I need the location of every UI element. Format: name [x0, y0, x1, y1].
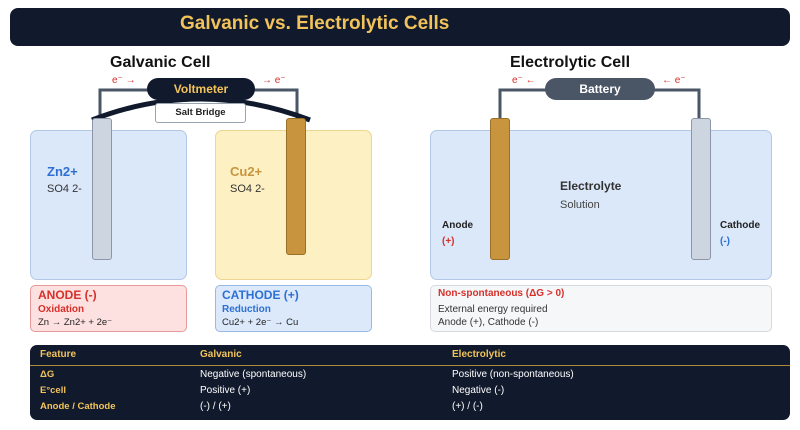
table-row-delta-g-label: ΔG — [40, 369, 55, 380]
electrolytic-info-line1: External energy required — [438, 304, 548, 315]
comparison-table — [30, 345, 790, 420]
electrolytic-info-line2: Anode (+), Cathode (-) — [438, 317, 539, 328]
voltmeter: Voltmeter — [147, 78, 255, 100]
electrolytic-electron-flow-right: ← e⁻ — [662, 75, 686, 86]
zinc-sulfate-label: SO4 2- — [47, 183, 82, 195]
electrolyte-beaker — [430, 130, 772, 280]
electrolytic-anode-electrode — [490, 118, 510, 260]
copper-electrode — [286, 118, 306, 255]
table-row-delta-g-galvanic: Negative (spontaneous) — [200, 369, 307, 380]
table-row-polarity-electrolytic: (+) / (-) — [452, 401, 483, 412]
table-row-polarity-label: Anode / Cathode — [40, 401, 116, 412]
electrolytic-anode-sign: (+) — [442, 236, 455, 247]
zinc-electrode — [92, 118, 112, 260]
cathode-title: CATHODE (+) — [222, 288, 299, 302]
table-header-galvanic: Galvanic — [200, 349, 242, 360]
electrolytic-anode-label: Anode — [442, 220, 474, 231]
electrolytic-cathode-electrode — [691, 118, 711, 260]
galvanic-electron-flow-right: → e⁻ — [262, 75, 286, 86]
electrolytic-right-wire — [652, 88, 701, 118]
salt-bridge-label: Salt Bridge — [155, 103, 246, 123]
page-title: Galvanic vs. Electrolytic Cells — [180, 13, 450, 34]
cathode-process: Reduction — [222, 304, 271, 315]
table-row-delta-g-electrolytic: Positive (non-spontaneous) — [452, 369, 574, 380]
galvanic-right-wire — [252, 88, 299, 118]
anode-reaction: Zn → Zn2+ + 2e⁻ — [38, 317, 113, 328]
table-row-polarity-galvanic: (-) / (+) — [200, 401, 231, 412]
electrolytic-heading: Electrolytic Cell — [510, 54, 631, 71]
copper-sulfate-label: SO4 2- — [230, 183, 265, 195]
electrolytic-cathode-label: Cathode — [720, 220, 760, 231]
table-row-ecell-label: E°cell — [40, 385, 66, 396]
galvanic-electron-flow-left: e⁻ → — [112, 75, 136, 86]
galvanic-heading: Galvanic Cell — [110, 54, 211, 71]
electrolytic-electron-flow-left: e⁻ ← — [512, 75, 536, 86]
table-header-divider — [30, 365, 790, 366]
anode-process: Oxidation — [38, 304, 85, 315]
electrolytic-info-box — [430, 285, 772, 332]
anode-info-box — [30, 285, 187, 332]
electrolytic-wiring — [498, 88, 701, 118]
table-header-electrolytic: Electrolytic — [452, 349, 506, 360]
battery: Battery — [545, 78, 655, 100]
copper-ion-label: Cu2+ — [230, 164, 263, 179]
electrolyte-subtitle: Solution — [560, 199, 600, 211]
zinc-ion-label: Zn2+ — [47, 164, 78, 179]
title-banner — [10, 8, 790, 46]
anode-title: ANODE (-) — [38, 288, 97, 302]
cathode-reaction: Cu2+ + 2e⁻ → Cu — [222, 317, 299, 328]
galvanic-left-wire — [98, 88, 150, 118]
voltmeter-label: Voltmeter — [173, 82, 229, 96]
table-header-feature: Feature — [40, 349, 77, 360]
electrolyte-title: Electrolyte — [560, 179, 622, 193]
table-row-ecell-electrolytic: Negative (-) — [452, 385, 505, 396]
electrolytic-cathode-sign: (-) — [720, 236, 730, 247]
table-row-ecell-galvanic: Positive (+) — [200, 385, 251, 396]
electrolytic-left-wire — [498, 88, 548, 118]
cathode-info-box — [215, 285, 372, 332]
electrolytic-info-title: Non-spontaneous (ΔG > 0) — [438, 288, 565, 299]
battery-label: Battery — [579, 82, 621, 96]
